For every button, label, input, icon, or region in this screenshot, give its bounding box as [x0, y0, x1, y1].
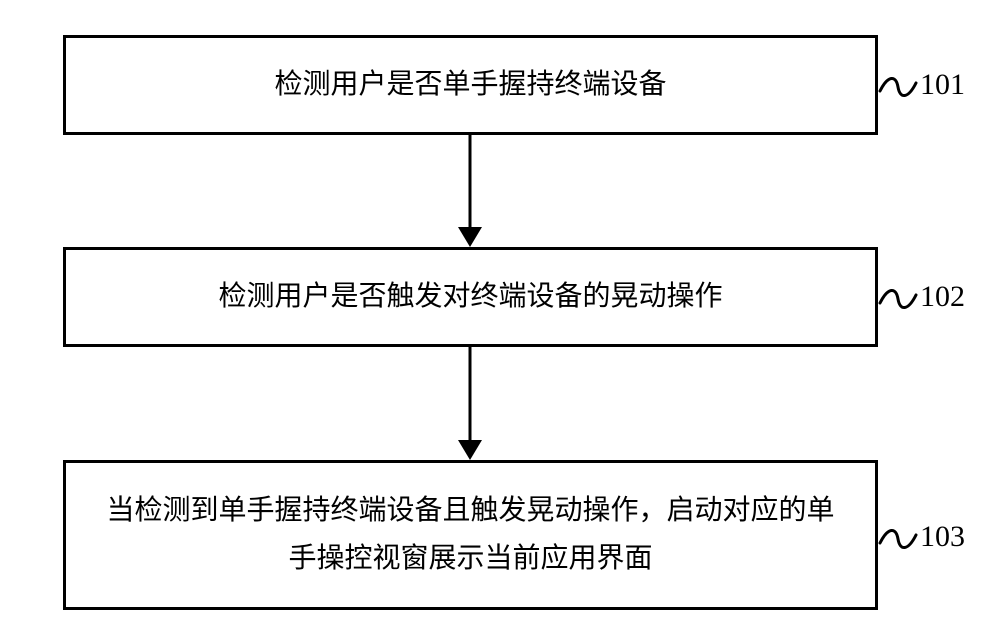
- connector-tilde: [878, 527, 918, 551]
- connector-tilde: [878, 75, 918, 99]
- flow-step-box: 当检测到单手握持终端设备且触发晃动操作，启动对应的单手操控视窗展示当前应用界面: [63, 460, 878, 610]
- flow-step-box: 检测用户是否触发对终端设备的晃动操作: [63, 247, 878, 347]
- step-number-label: 101: [920, 68, 965, 102]
- flowchart-canvas: 检测用户是否单手握持终端设备 101 检测用户是否触发对终端设备的晃动操作 102 当检…: [0, 0, 1000, 644]
- flow-arrow: [458, 135, 482, 247]
- step-number-label: 103: [920, 520, 965, 554]
- step-number-label: 102: [920, 280, 965, 314]
- connector-tilde: [878, 287, 918, 311]
- flow-arrow: [458, 347, 482, 460]
- flow-step-box: 检测用户是否单手握持终端设备: [63, 35, 878, 135]
